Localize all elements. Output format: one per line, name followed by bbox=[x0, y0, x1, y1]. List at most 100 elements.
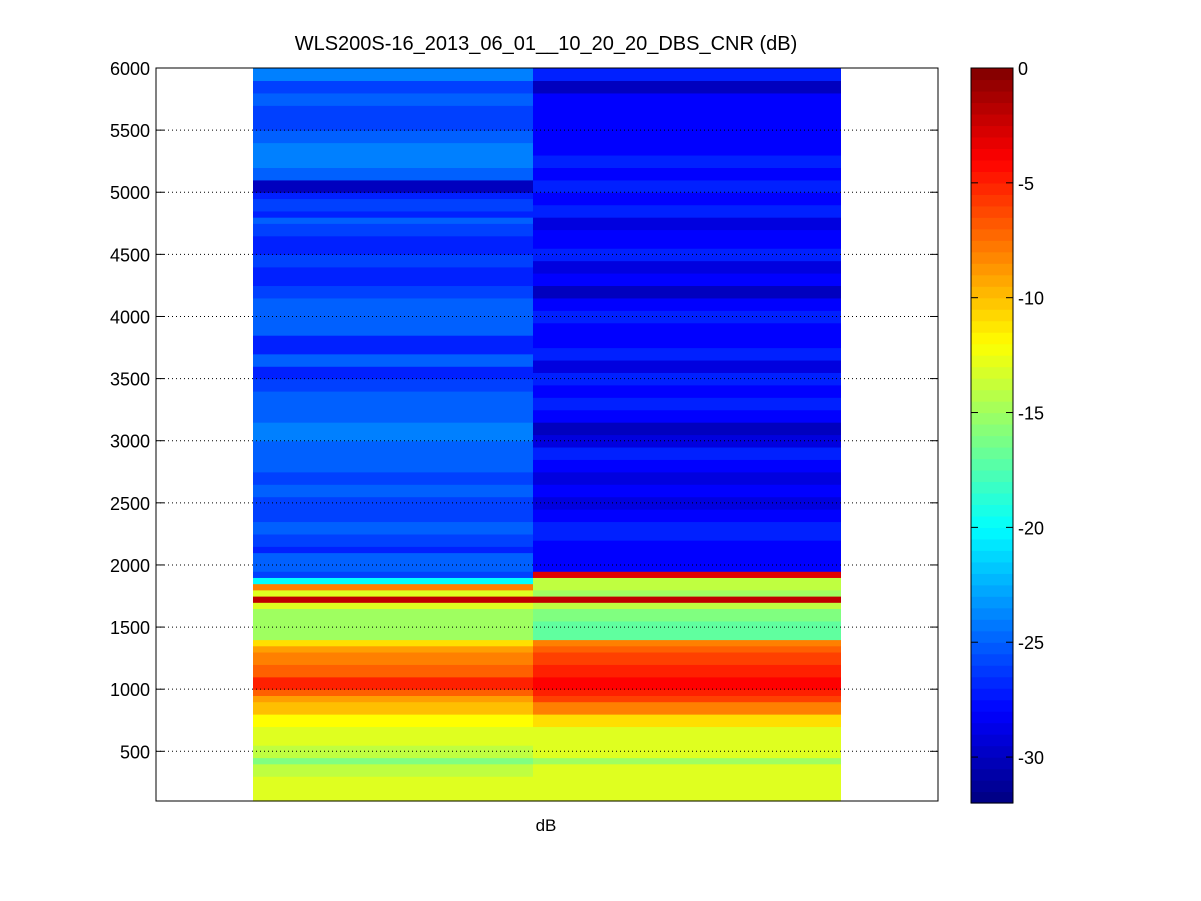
colorbar-swatch bbox=[971, 768, 1013, 781]
heatmap-cell bbox=[533, 459, 841, 473]
colorbar-swatch bbox=[971, 320, 1013, 333]
colorbar-swatch bbox=[971, 435, 1013, 448]
heatmap-cell bbox=[533, 272, 841, 287]
heatmap-cell bbox=[533, 757, 841, 765]
heatmap-cell bbox=[533, 217, 841, 231]
colorbar-swatch bbox=[971, 734, 1013, 747]
colorbar-swatch bbox=[971, 469, 1013, 483]
heatmap-cell bbox=[253, 664, 533, 678]
colorbar-swatch bbox=[971, 619, 1013, 632]
y-tick-label: 5500 bbox=[110, 121, 150, 141]
heatmap-cell bbox=[533, 167, 841, 181]
heatmap-cell bbox=[253, 335, 533, 355]
colorbar-swatch bbox=[971, 791, 1013, 804]
heatmap-cell bbox=[533, 260, 841, 274]
colorbar bbox=[971, 68, 1013, 804]
heatmap-cell bbox=[253, 167, 533, 181]
colorbar-tick-label: -30 bbox=[1018, 748, 1044, 768]
heatmap-cell bbox=[253, 179, 533, 193]
heatmap-cell bbox=[253, 608, 533, 641]
heatmap-cell bbox=[253, 117, 533, 131]
colorbar-swatch bbox=[971, 515, 1013, 528]
heatmap-cell bbox=[533, 322, 841, 336]
heatmap-cell bbox=[253, 217, 533, 224]
heatmap-cell bbox=[533, 726, 841, 746]
y-tick-label: 4000 bbox=[110, 307, 150, 327]
heatmap-cell bbox=[253, 440, 533, 460]
heatmap-cell bbox=[253, 676, 533, 690]
heatmap-cell bbox=[253, 776, 533, 790]
colorbar-swatch bbox=[971, 676, 1013, 689]
heatmap-cell bbox=[253, 521, 533, 535]
heatmap-cell bbox=[253, 235, 533, 255]
colorbar-swatch bbox=[971, 492, 1013, 505]
colorbar-tick-label: -10 bbox=[1018, 289, 1044, 309]
heatmap-cell bbox=[533, 776, 841, 790]
colorbar-frame bbox=[970, 67, 1014, 804]
colorbar-swatch bbox=[971, 653, 1013, 666]
heatmap-cell bbox=[253, 353, 533, 367]
colorbar-swatch bbox=[971, 366, 1013, 379]
heatmap-cell bbox=[533, 204, 841, 218]
heatmap-cell bbox=[533, 558, 841, 572]
heatmap-cell bbox=[253, 80, 533, 94]
heatmap-cell bbox=[253, 701, 533, 715]
heatmap-cell bbox=[533, 745, 841, 759]
heatmap-cell bbox=[533, 496, 841, 510]
heatmap-cell bbox=[533, 297, 841, 311]
colorbar-swatch bbox=[971, 171, 1013, 184]
y-tick-label: 1500 bbox=[110, 618, 150, 638]
colorbar-swatch bbox=[971, 745, 1013, 758]
heatmap-cell bbox=[253, 210, 533, 218]
colorbar-swatch bbox=[971, 148, 1013, 161]
heatmap-cell bbox=[253, 651, 533, 665]
heatmap-cell bbox=[253, 105, 533, 119]
colorbar-swatch bbox=[971, 630, 1013, 643]
colorbar-swatch bbox=[971, 780, 1013, 793]
heatmap-cell bbox=[533, 540, 841, 560]
heatmap-cell bbox=[533, 105, 841, 119]
heatmap-cell bbox=[533, 192, 841, 206]
colorbar-swatch bbox=[971, 228, 1013, 241]
chart-title: WLS200S-16_2013_06_01__10_20_20_DBS_CNR … bbox=[295, 33, 798, 55]
heatmap-cell bbox=[253, 409, 533, 423]
colorbar-tick-label: -5 bbox=[1018, 174, 1034, 194]
heatmap-cell bbox=[533, 577, 841, 585]
heatmap-cell bbox=[253, 297, 533, 318]
heatmap-cell bbox=[533, 285, 841, 299]
heatmap-cell bbox=[533, 589, 841, 597]
heatmap-cells bbox=[253, 68, 841, 802]
heatmap-cell bbox=[533, 154, 841, 168]
colorbar-swatch bbox=[971, 458, 1013, 471]
heatmap-cell bbox=[253, 484, 533, 498]
heatmap-cell bbox=[253, 571, 533, 578]
heatmap-cell bbox=[253, 639, 533, 647]
heatmap-cell bbox=[533, 484, 841, 498]
colorbar-swatch bbox=[971, 113, 1013, 127]
heatmap-cell bbox=[533, 130, 841, 144]
colorbar-swatch bbox=[971, 596, 1013, 609]
heatmap-cell bbox=[533, 347, 841, 361]
heatmap-cell bbox=[533, 179, 841, 193]
colorbar-swatch bbox=[971, 90, 1013, 104]
colorbar-swatch bbox=[971, 68, 1013, 81]
heatmap-cell bbox=[253, 378, 533, 392]
heatmap-cell bbox=[533, 583, 841, 591]
colorbar-swatch bbox=[971, 699, 1013, 712]
colorbar-swatch bbox=[971, 355, 1013, 368]
colorbar-swatch bbox=[971, 217, 1013, 230]
colorbar-swatch bbox=[971, 538, 1013, 551]
heatmap-cell bbox=[533, 788, 841, 802]
y-tick-label: 2500 bbox=[110, 494, 150, 514]
heatmap-cell bbox=[533, 446, 841, 460]
heatmap-cell bbox=[533, 763, 841, 777]
colorbar-swatch bbox=[971, 722, 1013, 735]
plot-area-frame bbox=[155, 67, 939, 802]
colorbar-tick-label: -25 bbox=[1018, 633, 1044, 653]
colorbar-swatch bbox=[971, 332, 1013, 345]
colorbar-swatch bbox=[971, 79, 1013, 92]
heatmap-cell bbox=[253, 509, 533, 523]
heatmap-cell bbox=[533, 664, 841, 678]
colorbar-swatch bbox=[971, 527, 1013, 540]
